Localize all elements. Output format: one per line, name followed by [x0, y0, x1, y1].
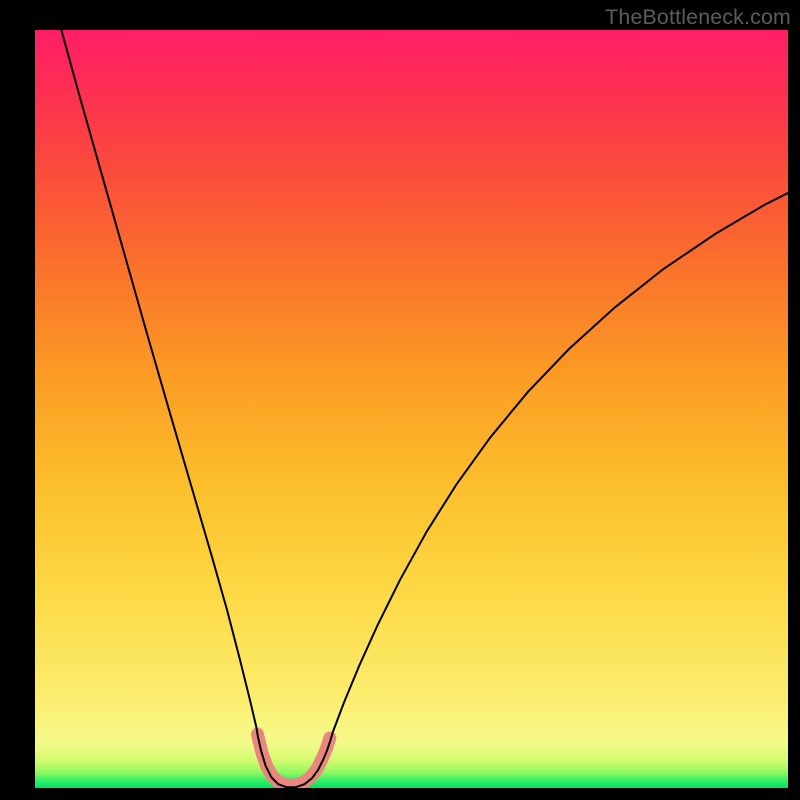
watermark-text: TheBottleneck.com — [605, 5, 791, 30]
plot-area — [35, 30, 788, 788]
gradient-background — [35, 30, 788, 788]
plot-svg — [35, 30, 788, 788]
